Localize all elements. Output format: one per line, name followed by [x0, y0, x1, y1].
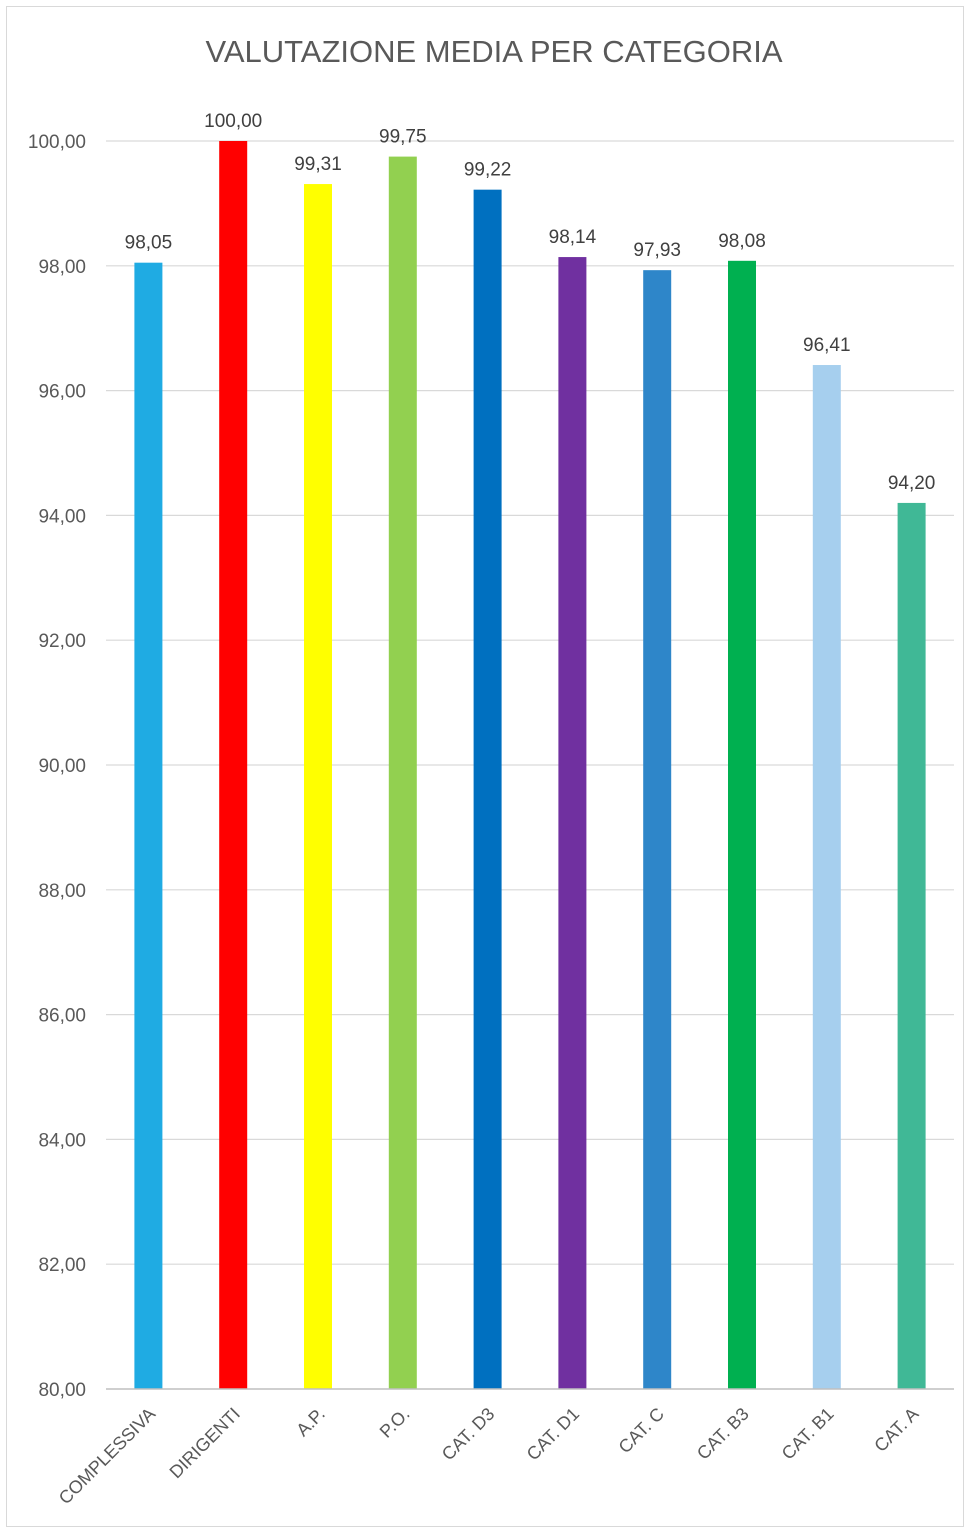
data-label: 99,31 — [294, 154, 342, 175]
x-category-label: CAT. C — [615, 1404, 669, 1458]
data-label: 100,00 — [204, 111, 262, 132]
bar — [897, 502, 926, 1389]
x-category-label: CAT. D3 — [438, 1404, 499, 1465]
x-category-label: DIRIGENTI — [166, 1404, 244, 1482]
x-category-label: COMPLESSIVA — [55, 1404, 159, 1508]
x-axis-category-labels: COMPLESSIVA DIRIGENTI A.P. P.O. CAT. D3 CAT. … — [55, 1404, 923, 1508]
y-tick-label: 90,00 — [38, 756, 86, 777]
bars — [134, 141, 926, 1390]
gridlines — [106, 140, 954, 1265]
data-label: 98,05 — [125, 233, 173, 254]
bar — [304, 184, 332, 1389]
y-tick-label: 98,00 — [38, 257, 86, 278]
x-category-label: CAT. B1 — [778, 1404, 838, 1464]
data-label: 99,75 — [379, 127, 427, 148]
y-tick-label: 96,00 — [38, 382, 86, 403]
data-label: 97,93 — [633, 240, 681, 261]
y-tick-label: 92,00 — [38, 631, 86, 652]
bar — [134, 262, 163, 1390]
y-axis-tick-labels: 80,00 82,00 84,00 86,00 88,00 90,00 92,00 94,00… — [28, 132, 86, 1401]
y-tick-label: 80,00 — [38, 1380, 86, 1401]
y-tick-label: 86,00 — [38, 1006, 86, 1027]
bar — [558, 257, 587, 1390]
x-category-label: CAT. D1 — [523, 1404, 584, 1465]
data-label: 96,41 — [803, 335, 851, 356]
y-tick-label: 82,00 — [38, 1255, 86, 1276]
data-labels: 98,05 100,00 99,31 99,75 99,22 98,14 97,93 98,0… — [125, 111, 936, 494]
bar — [388, 156, 417, 1390]
y-tick-label: 100,00 — [28, 132, 86, 153]
y-tick-label: 88,00 — [38, 881, 86, 902]
x-category-label: A.P. — [292, 1404, 329, 1441]
data-label: 98,08 — [718, 231, 766, 252]
x-category-label: CAT. B3 — [693, 1404, 753, 1464]
bar — [219, 141, 248, 1389]
y-tick-label: 94,00 — [38, 506, 86, 527]
chart-title: VALUTAZIONE MEDIA PER CATEGORIA — [205, 34, 782, 69]
x-category-label: CAT. A — [870, 1404, 922, 1456]
data-label: 94,20 — [888, 473, 936, 494]
bar — [643, 270, 672, 1390]
bar — [728, 260, 756, 1390]
data-label: 99,22 — [464, 160, 512, 181]
data-label: 98,14 — [549, 227, 597, 248]
bar — [473, 189, 502, 1389]
x-category-label: P.O. — [376, 1404, 414, 1442]
y-tick-label: 84,00 — [38, 1130, 86, 1151]
bar — [812, 365, 841, 1389]
